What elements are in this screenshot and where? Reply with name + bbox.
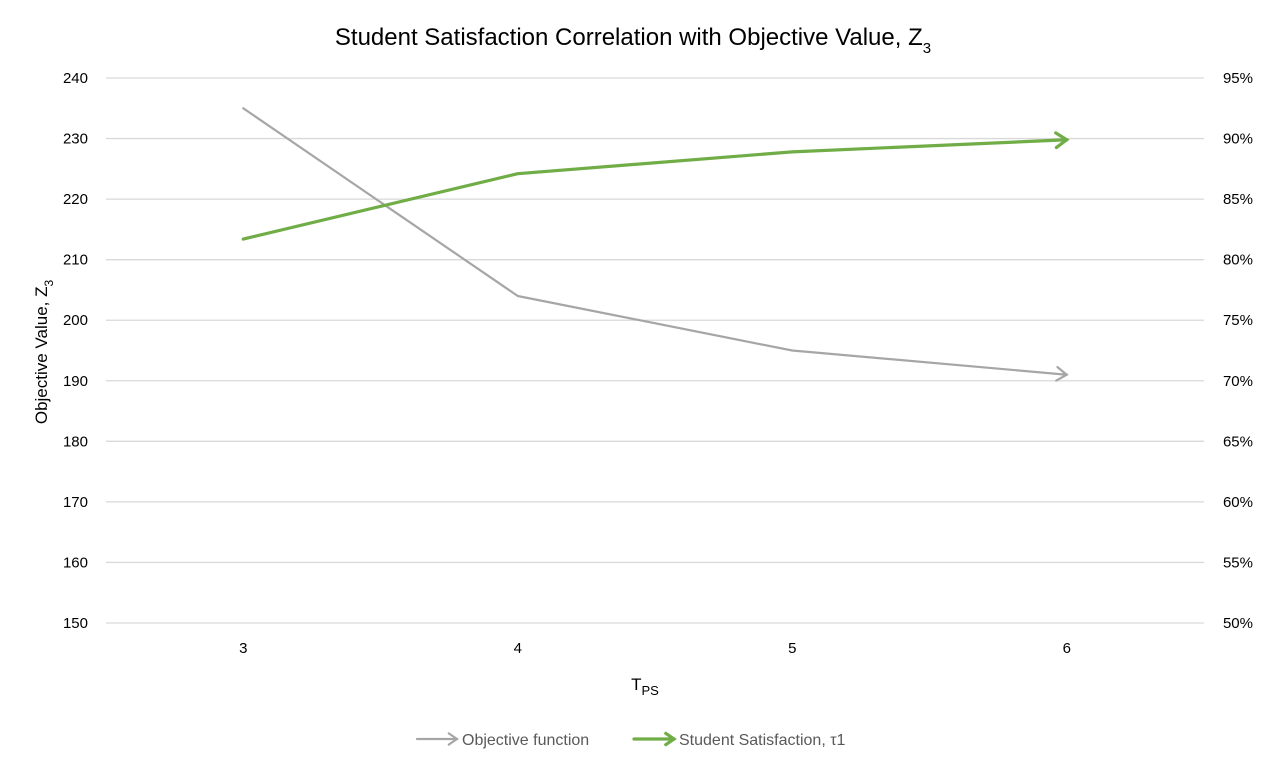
x-tick-label: 4 xyxy=(514,640,522,657)
y2-tick-label: 90% xyxy=(1223,131,1253,148)
series-line xyxy=(242,107,1068,376)
x-tick-label: 3 xyxy=(239,640,247,657)
left-axis-ticks: 150 160 170 180 190 200 210 220 230 240 xyxy=(63,70,88,632)
legend-item-1: Objective function xyxy=(415,732,589,749)
y-tick-label: 180 xyxy=(63,433,88,450)
y2-tick-label: 85% xyxy=(1223,191,1253,208)
x-axis-label-main: T xyxy=(631,675,641,694)
y-tick-label: 150 xyxy=(63,615,88,632)
y2-tick-label: 60% xyxy=(1223,494,1253,511)
chart-title-subscript: 3 xyxy=(923,40,931,57)
legend-label: Objective function xyxy=(462,732,589,749)
x-tick-label: 5 xyxy=(788,640,796,657)
y-axis-label-main: Objective Value, Z xyxy=(32,287,51,425)
y2-tick-label: 80% xyxy=(1223,252,1253,269)
series-arrowhead xyxy=(1054,131,1070,150)
y2-tick-label: 75% xyxy=(1223,312,1253,329)
chart-title-main: Student Satisfaction Correlation with Ob… xyxy=(335,24,923,51)
legend-label: Student Satisfaction, τ1 xyxy=(679,732,846,749)
series-line xyxy=(241,138,1069,241)
y2-tick-label: 55% xyxy=(1223,554,1253,571)
y-tick-label: 170 xyxy=(63,494,88,511)
series-layer xyxy=(241,107,1070,382)
y-axis-label-subscript: 3 xyxy=(42,280,56,287)
y2-tick-label: 95% xyxy=(1223,70,1253,87)
y2-tick-label: 65% xyxy=(1223,433,1253,450)
x-tick-label: 6 xyxy=(1063,640,1071,657)
x-axis-ticks: 3 4 5 6 xyxy=(239,640,1071,657)
legend: Objective function Student Satisfaction, … xyxy=(415,731,846,749)
series-arrowhead xyxy=(1055,366,1069,382)
right-axis-ticks: 50% 55% 60% 65% 70% 75% 80% 85% 90% 95% xyxy=(1223,70,1253,632)
y-tick-label: 220 xyxy=(63,191,88,208)
y-tick-label: 200 xyxy=(63,312,88,329)
chart-title: Student Satisfaction Correlation with Ob… xyxy=(335,24,931,57)
y-axis-label: Objective Value, Z3 xyxy=(32,280,56,425)
y-tick-label: 210 xyxy=(63,252,88,269)
y-tick-label: 160 xyxy=(63,554,88,571)
legend-swatch-arrowhead xyxy=(447,732,459,746)
legend-swatch-arrowhead xyxy=(664,731,677,747)
y2-tick-label: 50% xyxy=(1223,615,1253,632)
legend-item-2: Student Satisfaction, τ1 xyxy=(632,731,846,749)
y-tick-label: 190 xyxy=(63,373,88,390)
y-tick-label: 240 xyxy=(63,70,88,87)
series-1 xyxy=(242,107,1069,382)
y2-tick-label: 70% xyxy=(1223,373,1253,390)
y-tick-label: 230 xyxy=(63,131,88,148)
x-axis-label-subscript: PS xyxy=(642,683,660,698)
x-axis-label: TPS xyxy=(631,675,659,698)
series-2 xyxy=(241,131,1070,241)
gridlines xyxy=(106,77,1204,624)
